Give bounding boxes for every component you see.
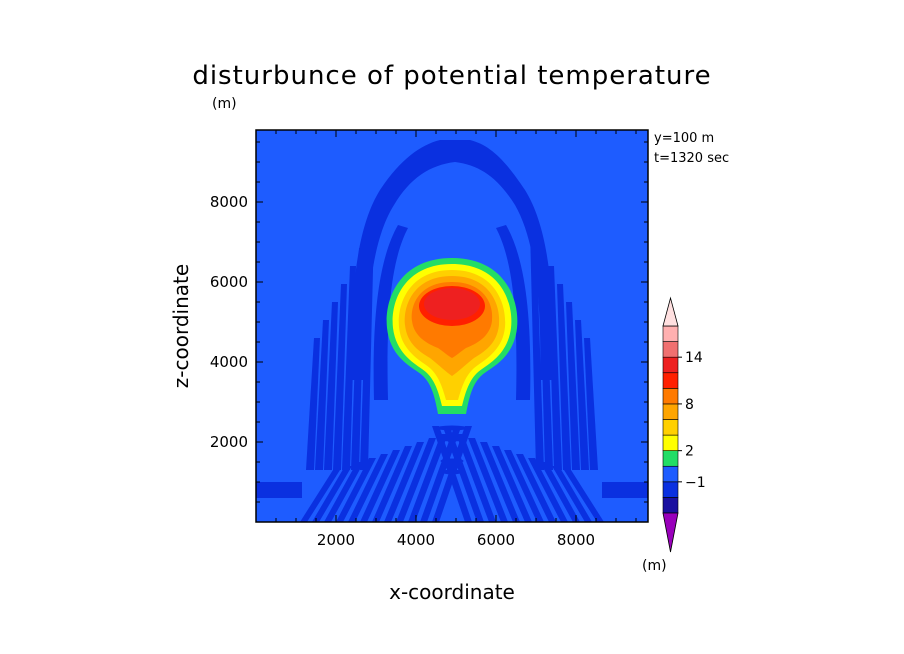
chart-title: disturbunce of potential temperature — [192, 61, 711, 91]
side-streaks — [306, 230, 598, 470]
wave-stripe — [300, 470, 340, 522]
wave-stripe — [468, 438, 508, 522]
wave-stripe — [396, 438, 436, 522]
x-axis: 2000 4000 6000 8000 — [275, 130, 637, 549]
colorbar-tick-label: 14 — [685, 350, 703, 366]
cold-streak — [324, 302, 338, 470]
colorbar-segment — [662, 388, 679, 405]
colorbar-segment — [662, 325, 679, 342]
stem-wave — [439, 447, 465, 453]
y-tick-label: 2000 — [210, 433, 248, 451]
wave-stripe — [312, 466, 352, 522]
plot-frame — [255, 129, 649, 523]
colorbar-segment — [662, 481, 679, 498]
warm-bubble — [386, 258, 518, 414]
colorbar-segment — [662, 434, 679, 451]
colorbar-tick-label: 2 — [685, 444, 694, 460]
y-tick-label: 6000 — [210, 273, 248, 291]
stem-wave — [437, 436, 467, 442]
wave-stripe — [516, 454, 556, 522]
wave-stripe — [420, 430, 460, 522]
x-tick-label: 6000 — [477, 531, 515, 549]
x-tick-label: 8000 — [557, 531, 595, 549]
colorbar-segment — [662, 497, 679, 514]
x-axis-label: x-coordinate — [389, 580, 515, 604]
wave-stripe — [564, 470, 604, 522]
cold-streak — [557, 284, 571, 470]
colorbar-segment — [662, 403, 679, 420]
wave-stripe — [408, 434, 448, 522]
y-axis-label: z-coordinate — [169, 264, 193, 388]
y-axis: 2000 4000 6000 8000 — [210, 141, 648, 503]
colorbar-segment — [662, 341, 679, 358]
y-tick-label: 4000 — [210, 353, 248, 371]
colorbar-top-arrow — [662, 296, 679, 327]
colorbar-unit: (m) — [642, 558, 667, 574]
x-tick-label: 4000 — [397, 531, 435, 549]
cold-streak — [351, 248, 365, 470]
colorbar-segment — [662, 419, 679, 436]
cold-streak — [360, 230, 374, 470]
annotation-t: t=1320 sec — [654, 151, 729, 166]
wave-stripe — [348, 454, 388, 522]
wave-stripe — [372, 446, 412, 522]
wave-stripe — [384, 442, 424, 522]
cold-streak — [530, 230, 544, 470]
colorbar-segment — [662, 372, 679, 389]
stem-wave — [442, 469, 462, 475]
cold-streak — [566, 302, 580, 470]
wave-stripe — [528, 458, 568, 522]
annotation-y: y=100 m — [654, 131, 714, 146]
cold-streak — [342, 266, 356, 470]
wave-stripe — [456, 434, 496, 522]
cold-streak — [333, 284, 347, 470]
colorbar-bottom-arrow — [662, 512, 679, 553]
title-unit: (m) — [212, 96, 237, 112]
wave-stripe — [360, 450, 400, 522]
cold-streak — [548, 266, 562, 470]
wave-stripe — [552, 466, 592, 522]
y-tick-label: 8000 — [210, 193, 248, 211]
stem-wave — [440, 458, 464, 464]
cold-streak — [584, 338, 598, 470]
cold-streak — [575, 320, 589, 470]
wave-left-shelf — [256, 482, 302, 498]
cold-streak — [306, 338, 320, 470]
wave-stripe — [444, 430, 484, 522]
wave-stripe — [336, 458, 376, 522]
colorbar-tick-label: 8 — [685, 397, 694, 413]
colorbar-segment — [662, 450, 679, 467]
wave-stripe — [492, 446, 532, 522]
colorbar-segment — [662, 356, 679, 374]
contour-level-12 — [424, 288, 480, 320]
wave-stripe — [480, 442, 520, 522]
colorbar: −1 2 8 14 (m) — [642, 296, 706, 574]
wave-right-shelf — [602, 482, 648, 498]
cold-streak — [539, 248, 553, 470]
cold-streak — [315, 320, 329, 470]
bottom-waves — [256, 425, 648, 522]
wave-stripe — [540, 462, 580, 522]
colorbar-tick-label: −1 — [685, 475, 706, 491]
stem-wave — [436, 425, 468, 431]
plot-area — [256, 130, 648, 522]
wave-stripe — [504, 450, 544, 522]
x-tick-label: 2000 — [317, 531, 355, 549]
colorbar-segment — [662, 465, 679, 483]
wave-stripe — [324, 462, 364, 522]
